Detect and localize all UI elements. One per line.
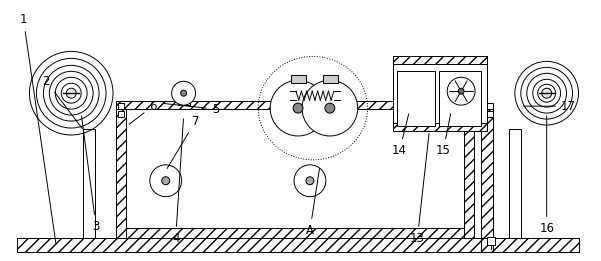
Circle shape <box>542 88 552 98</box>
Text: A: A <box>306 169 320 237</box>
Bar <box>323 75 338 83</box>
Text: 5: 5 <box>163 103 219 116</box>
Circle shape <box>162 177 169 185</box>
Bar <box>178 93 189 105</box>
Text: 14: 14 <box>392 114 409 157</box>
Bar <box>118 103 124 109</box>
Bar <box>487 238 495 245</box>
Text: 1: 1 <box>20 13 56 244</box>
Circle shape <box>181 90 186 96</box>
Bar <box>291 75 306 83</box>
Circle shape <box>294 165 326 197</box>
Text: 17: 17 <box>523 100 576 113</box>
Text: 3: 3 <box>82 116 100 233</box>
Circle shape <box>66 88 76 98</box>
Bar <box>439 71 481 126</box>
Circle shape <box>325 103 335 113</box>
Bar <box>397 71 435 126</box>
Circle shape <box>270 80 326 136</box>
Circle shape <box>172 81 195 105</box>
Circle shape <box>302 80 358 136</box>
Bar <box>116 228 474 238</box>
Bar <box>481 109 493 238</box>
Bar <box>392 123 487 131</box>
Bar <box>509 129 521 238</box>
Bar <box>392 56 487 64</box>
Bar <box>392 56 487 131</box>
Text: 4: 4 <box>172 119 183 245</box>
Circle shape <box>306 177 314 185</box>
Bar <box>481 238 493 252</box>
Bar <box>16 238 579 252</box>
Bar <box>116 109 126 238</box>
Text: 2: 2 <box>43 75 82 129</box>
Bar <box>126 109 464 228</box>
Text: 15: 15 <box>436 114 451 157</box>
Bar <box>116 101 474 109</box>
Text: 6: 6 <box>129 100 156 124</box>
Bar <box>487 111 493 117</box>
Circle shape <box>150 165 182 197</box>
Bar <box>118 111 124 117</box>
Text: 13: 13 <box>410 134 429 245</box>
Circle shape <box>458 88 464 94</box>
Bar <box>83 129 95 238</box>
Text: 7: 7 <box>167 115 200 168</box>
Circle shape <box>293 103 303 113</box>
Bar <box>464 109 474 238</box>
Text: 16: 16 <box>539 116 554 235</box>
Bar <box>487 103 493 109</box>
Circle shape <box>447 77 475 105</box>
